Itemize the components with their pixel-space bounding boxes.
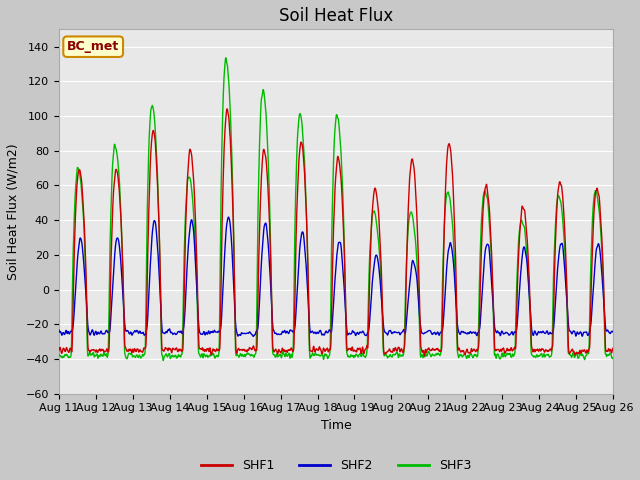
SHF3 <box>609 355 617 360</box>
SHF3 <box>210 351 218 357</box>
SHF3 <box>159 358 167 363</box>
SHF2 <box>55 327 63 333</box>
SHF3 <box>353 352 360 358</box>
Line: SHF2: SHF2 <box>59 217 613 336</box>
SHF2 <box>498 328 506 334</box>
SHF3 <box>498 353 506 359</box>
SHF1 <box>364 334 372 340</box>
SHF1 <box>420 353 428 359</box>
X-axis label: Time: Time <box>321 419 351 432</box>
SHF1 <box>561 228 568 234</box>
Line: SHF3: SHF3 <box>59 58 613 360</box>
Y-axis label: Soil Heat Flux (W/m2): Soil Heat Flux (W/m2) <box>7 143 20 280</box>
SHF1 <box>609 345 617 350</box>
SHF2 <box>353 331 360 337</box>
SHF1 <box>577 348 584 354</box>
SHF2 <box>225 214 232 220</box>
SHF2 <box>250 334 257 339</box>
Line: SHF1: SHF1 <box>59 109 613 356</box>
Text: BC_met: BC_met <box>67 40 119 53</box>
SHF2 <box>609 330 617 336</box>
SHF3 <box>561 246 568 252</box>
SHF2 <box>561 266 568 272</box>
SHF3 <box>55 352 63 358</box>
Title: Soil Heat Flux: Soil Heat Flux <box>279 7 393 25</box>
SHF3 <box>222 55 230 61</box>
SHF2 <box>209 329 217 335</box>
SHF1 <box>55 348 63 354</box>
SHF2 <box>577 329 584 335</box>
SHF1 <box>209 347 217 352</box>
SHF2 <box>365 328 372 334</box>
SHF1 <box>353 349 360 355</box>
SHF1 <box>498 348 506 354</box>
Legend: SHF1, SHF2, SHF3: SHF1, SHF2, SHF3 <box>196 455 476 478</box>
SHF1 <box>223 106 231 112</box>
SHF3 <box>365 288 372 294</box>
SHF3 <box>577 350 584 356</box>
